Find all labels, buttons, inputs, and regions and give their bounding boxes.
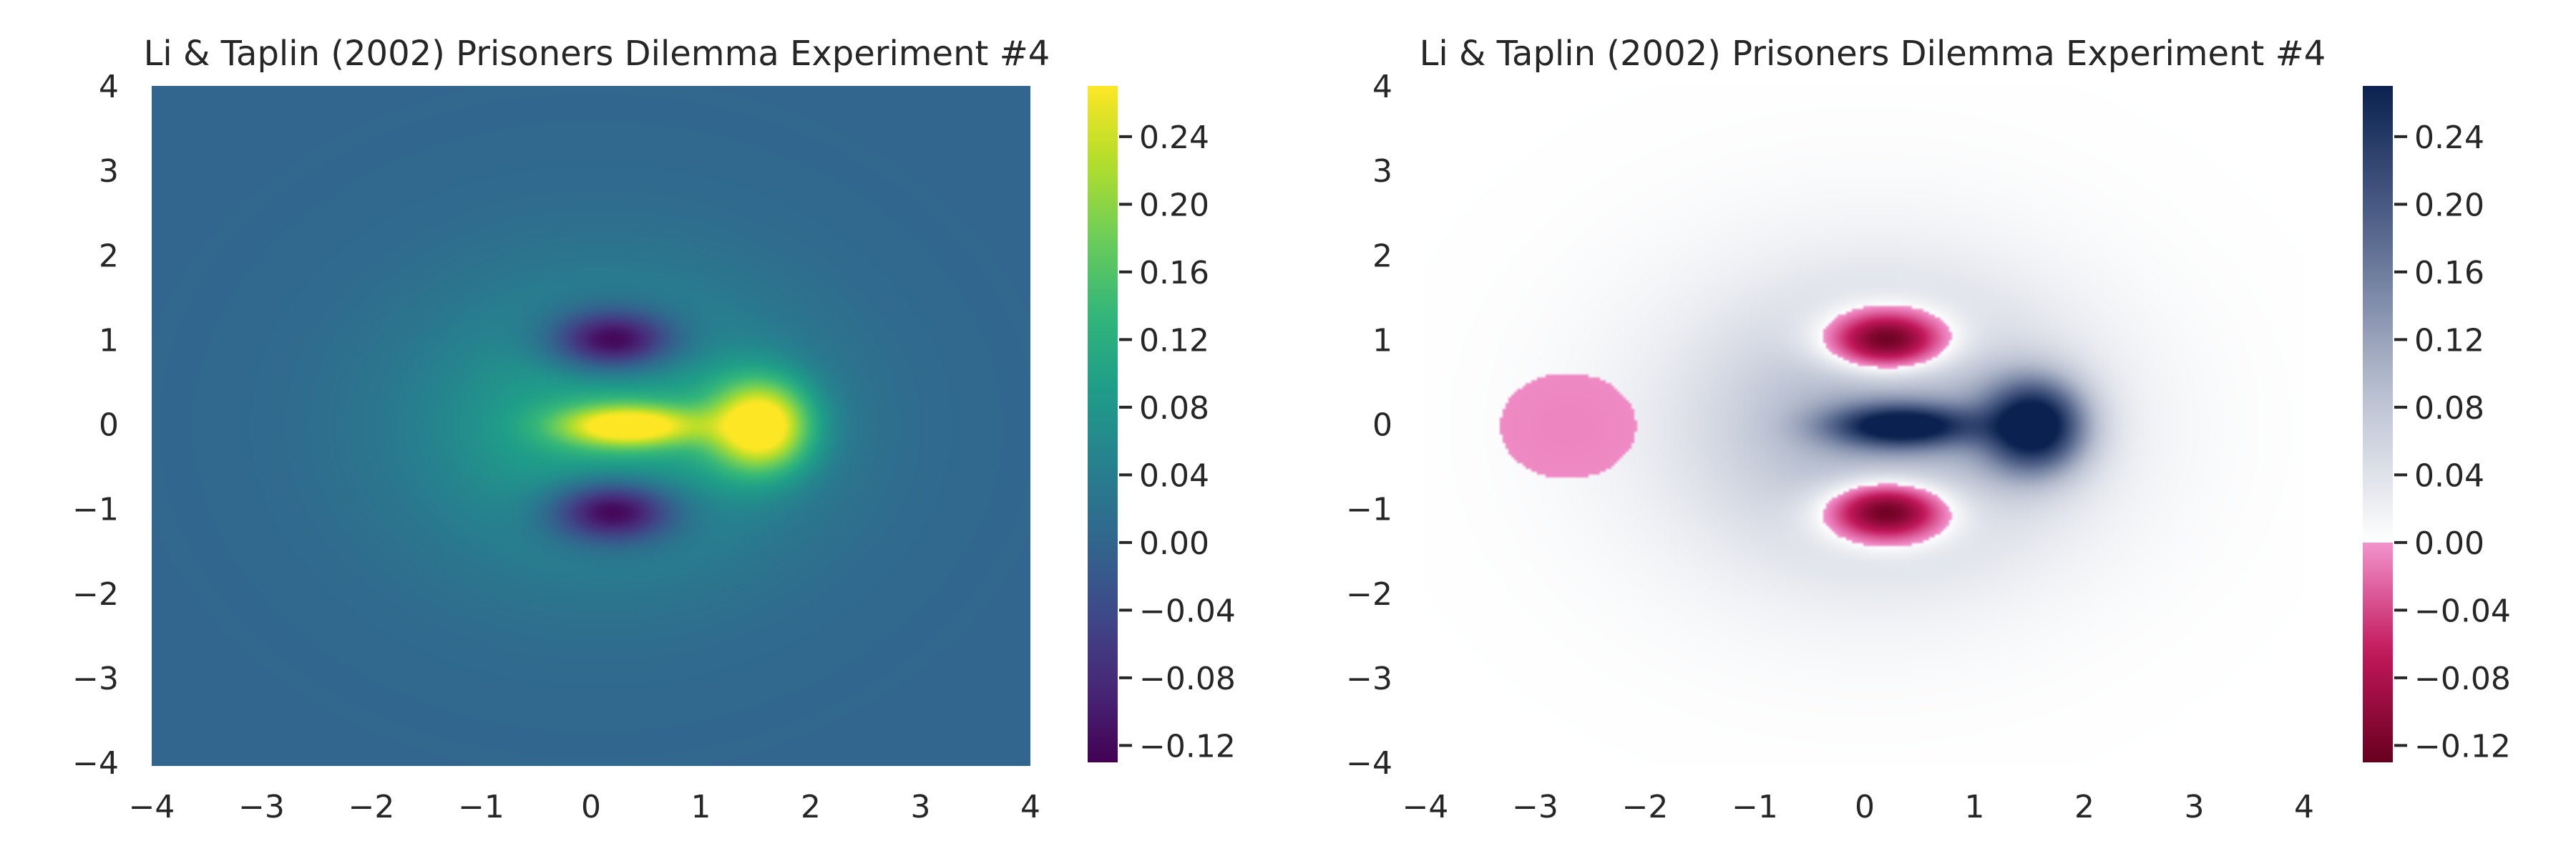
colorbar-bar: [1088, 86, 1118, 762]
colorbar-tick-label: 0.16: [2414, 255, 2484, 291]
colorbar: 0.24 0.20 0.16 0.12 0.08 0.04 0.00 −0.04 −0.08 −0…: [1088, 86, 1236, 765]
colorbar-tick-label: 0.00: [1139, 525, 1209, 562]
heatmap-image: [1425, 86, 2304, 766]
y-tick-label: 3: [1372, 153, 1392, 190]
x-tick-label: 2: [2074, 789, 2094, 825]
colorbar-tick-label: −0.08: [2414, 661, 2511, 697]
x-axis-ticks: −4 −3 −2 −1 0 1 2 3 4: [129, 789, 1040, 825]
x-tick-label: −3: [238, 789, 285, 825]
x-tick-label: 2: [801, 789, 821, 825]
y-tick-label: −1: [72, 492, 119, 528]
y-tick-label: −4: [72, 745, 119, 782]
y-tick-label: −3: [72, 661, 119, 697]
y-axis-ticks: 4 3 2 1 0 −1 −2 −3 −4: [1346, 69, 1392, 782]
x-tick-label: −4: [1402, 789, 1449, 825]
y-axis-ticks: 4 3 2 1 0 −1 −2 −3 −4: [72, 69, 119, 782]
colorbar-tick-label: 0.12: [1139, 322, 1209, 359]
colorbar-tick-label: 0.08: [1139, 390, 1209, 427]
x-tick-label: −4: [129, 789, 175, 825]
colorbar-tick-label: 0.20: [2414, 187, 2484, 223]
x-tick-label: 1: [691, 789, 711, 825]
x-tick-label: 0: [1855, 789, 1875, 825]
colorbar-ticks: 0.24 0.20 0.16 0.12 0.08 0.04 0.00 −0.04 −0.08 −0…: [2394, 120, 2511, 765]
colorbar-tick-label: 0.12: [2414, 322, 2484, 359]
x-tick-label: −1: [458, 789, 504, 825]
y-tick-label: 4: [1372, 69, 1392, 105]
y-tick-label: 4: [99, 69, 119, 105]
colorbar-bar: [2363, 86, 2393, 762]
heatmap-canvas: [1425, 86, 2304, 766]
heatmap-panel-right: Li & Taplin (2002) Prisoners Dilemma Exp…: [1346, 34, 2511, 825]
colorbar-tick-label: 0.00: [2414, 525, 2484, 562]
colorbar: 0.24 0.20 0.16 0.12 0.08 0.04 0.00 −0.04 −0.08 −0…: [2363, 86, 2511, 765]
y-tick-label: 1: [1372, 322, 1392, 359]
y-tick-label: 1: [99, 322, 119, 359]
x-tick-label: 4: [1020, 789, 1040, 825]
x-tick-label: 3: [2185, 789, 2205, 825]
y-tick-label: 2: [99, 238, 119, 274]
colorbar-tick-label: 0.24: [1139, 120, 1209, 156]
colorbar-tick-label: −0.08: [1139, 661, 1236, 697]
colorbar-tick-label: 0.20: [1139, 187, 1209, 223]
y-tick-label: −1: [1346, 492, 1392, 528]
y-tick-label: −2: [72, 576, 119, 613]
colorbar-tick-label: 0.16: [1139, 255, 1209, 291]
colorbar-tick-label: 0.08: [2414, 390, 2484, 427]
y-tick-label: −4: [1346, 745, 1392, 782]
y-tick-label: 3: [99, 153, 119, 190]
colorbar-tick-label: −0.04: [1139, 593, 1236, 629]
y-tick-label: −3: [1346, 661, 1392, 697]
colorbar-tick-label: −0.04: [2414, 593, 2511, 629]
panel-title: Li & Taplin (2002) Prisoners Dilemma Exp…: [1420, 34, 2326, 74]
x-tick-label: 1: [1965, 789, 1985, 825]
colorbar-tick-label: 0.24: [2414, 120, 2484, 156]
colorbar-tick-label: −0.12: [2414, 728, 2511, 765]
y-tick-label: 0: [99, 407, 119, 444]
y-tick-label: 0: [1372, 407, 1392, 444]
colorbar-tick-label: 0.04: [1139, 457, 1209, 494]
heatmap-canvas: [152, 86, 1030, 766]
heatmap-panel-left: Li & Taplin (2002) Prisoners Dilemma Exp…: [72, 34, 1236, 825]
colorbar-tick-label: 0.04: [2414, 457, 2484, 494]
colorbar-tick-label: −0.12: [1139, 728, 1236, 765]
heatmap-image: [152, 86, 1030, 766]
colorbar-ticks: 0.24 0.20 0.16 0.12 0.08 0.04 0.00 −0.04 −0.08 −0…: [1119, 120, 1236, 765]
x-tick-label: 3: [911, 789, 931, 825]
x-tick-label: −3: [1512, 789, 1558, 825]
x-axis-ticks: −4 −3 −2 −1 0 1 2 3 4: [1402, 789, 2314, 825]
y-tick-label: 2: [1372, 238, 1392, 274]
x-tick-label: 4: [2294, 789, 2314, 825]
x-tick-label: −2: [1622, 789, 1669, 825]
x-tick-label: −1: [1732, 789, 1778, 825]
x-tick-label: −2: [348, 789, 395, 825]
y-tick-label: −2: [1346, 576, 1392, 613]
panel-title: Li & Taplin (2002) Prisoners Dilemma Exp…: [144, 34, 1050, 74]
x-tick-label: 0: [581, 789, 601, 825]
